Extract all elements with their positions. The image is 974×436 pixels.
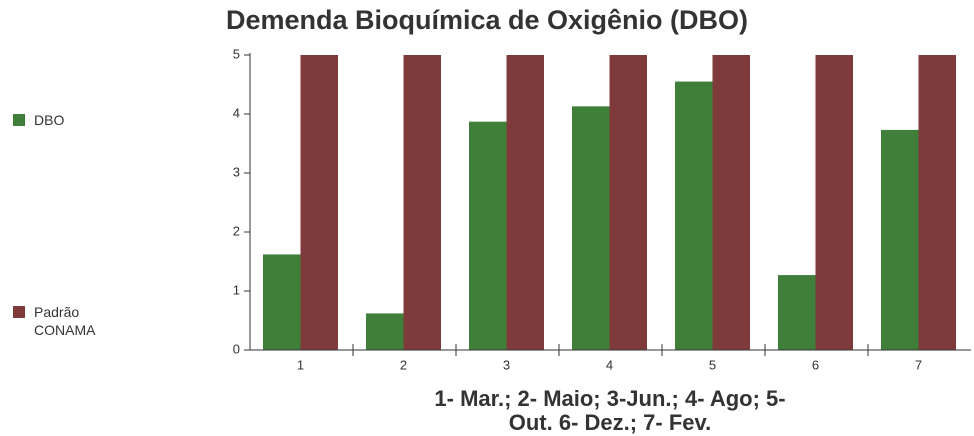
y-tick-label: 1 [233,282,240,297]
bar [263,254,301,350]
bar [712,55,750,350]
bar [675,81,713,351]
bar [366,313,404,350]
x-tick-label: 4 [606,357,613,372]
x-tick-label: 5 [709,357,716,372]
bar [572,106,610,350]
x-axis-label: 1- Mar.; 2- Maio; 3-Jun.; 4- Ago; 5- [434,386,785,411]
y-tick-label: 3 [233,164,240,179]
bar [778,275,816,350]
legend-label: DBO [34,112,65,128]
bar [300,55,338,350]
bar [881,129,919,350]
legend-label: Padrão CONAMA [34,304,96,338]
x-axis-label: Out. 6- Dez.; 7- Fev. [509,410,712,435]
y-tick-label: 5 [233,46,240,61]
y-tick-label: 0 [233,341,240,356]
x-tick-label: 1 [297,357,304,372]
legend-swatch [13,114,25,126]
x-tick-label: 6 [812,357,819,372]
x-tick-label: 7 [915,357,922,372]
x-tick-label: 2 [400,357,407,372]
bar [506,55,544,350]
legend-swatch [13,306,25,318]
x-tick-label: 3 [503,357,510,372]
bar [609,55,647,350]
bar [403,55,441,350]
y-tick-label: 4 [233,105,240,120]
y-tick-label: 2 [233,223,240,238]
bar [469,121,507,350]
chart-title: Demenda Bioquímica de Oxigênio (DBO) [226,5,748,35]
bar [918,55,956,350]
bar [815,55,853,350]
